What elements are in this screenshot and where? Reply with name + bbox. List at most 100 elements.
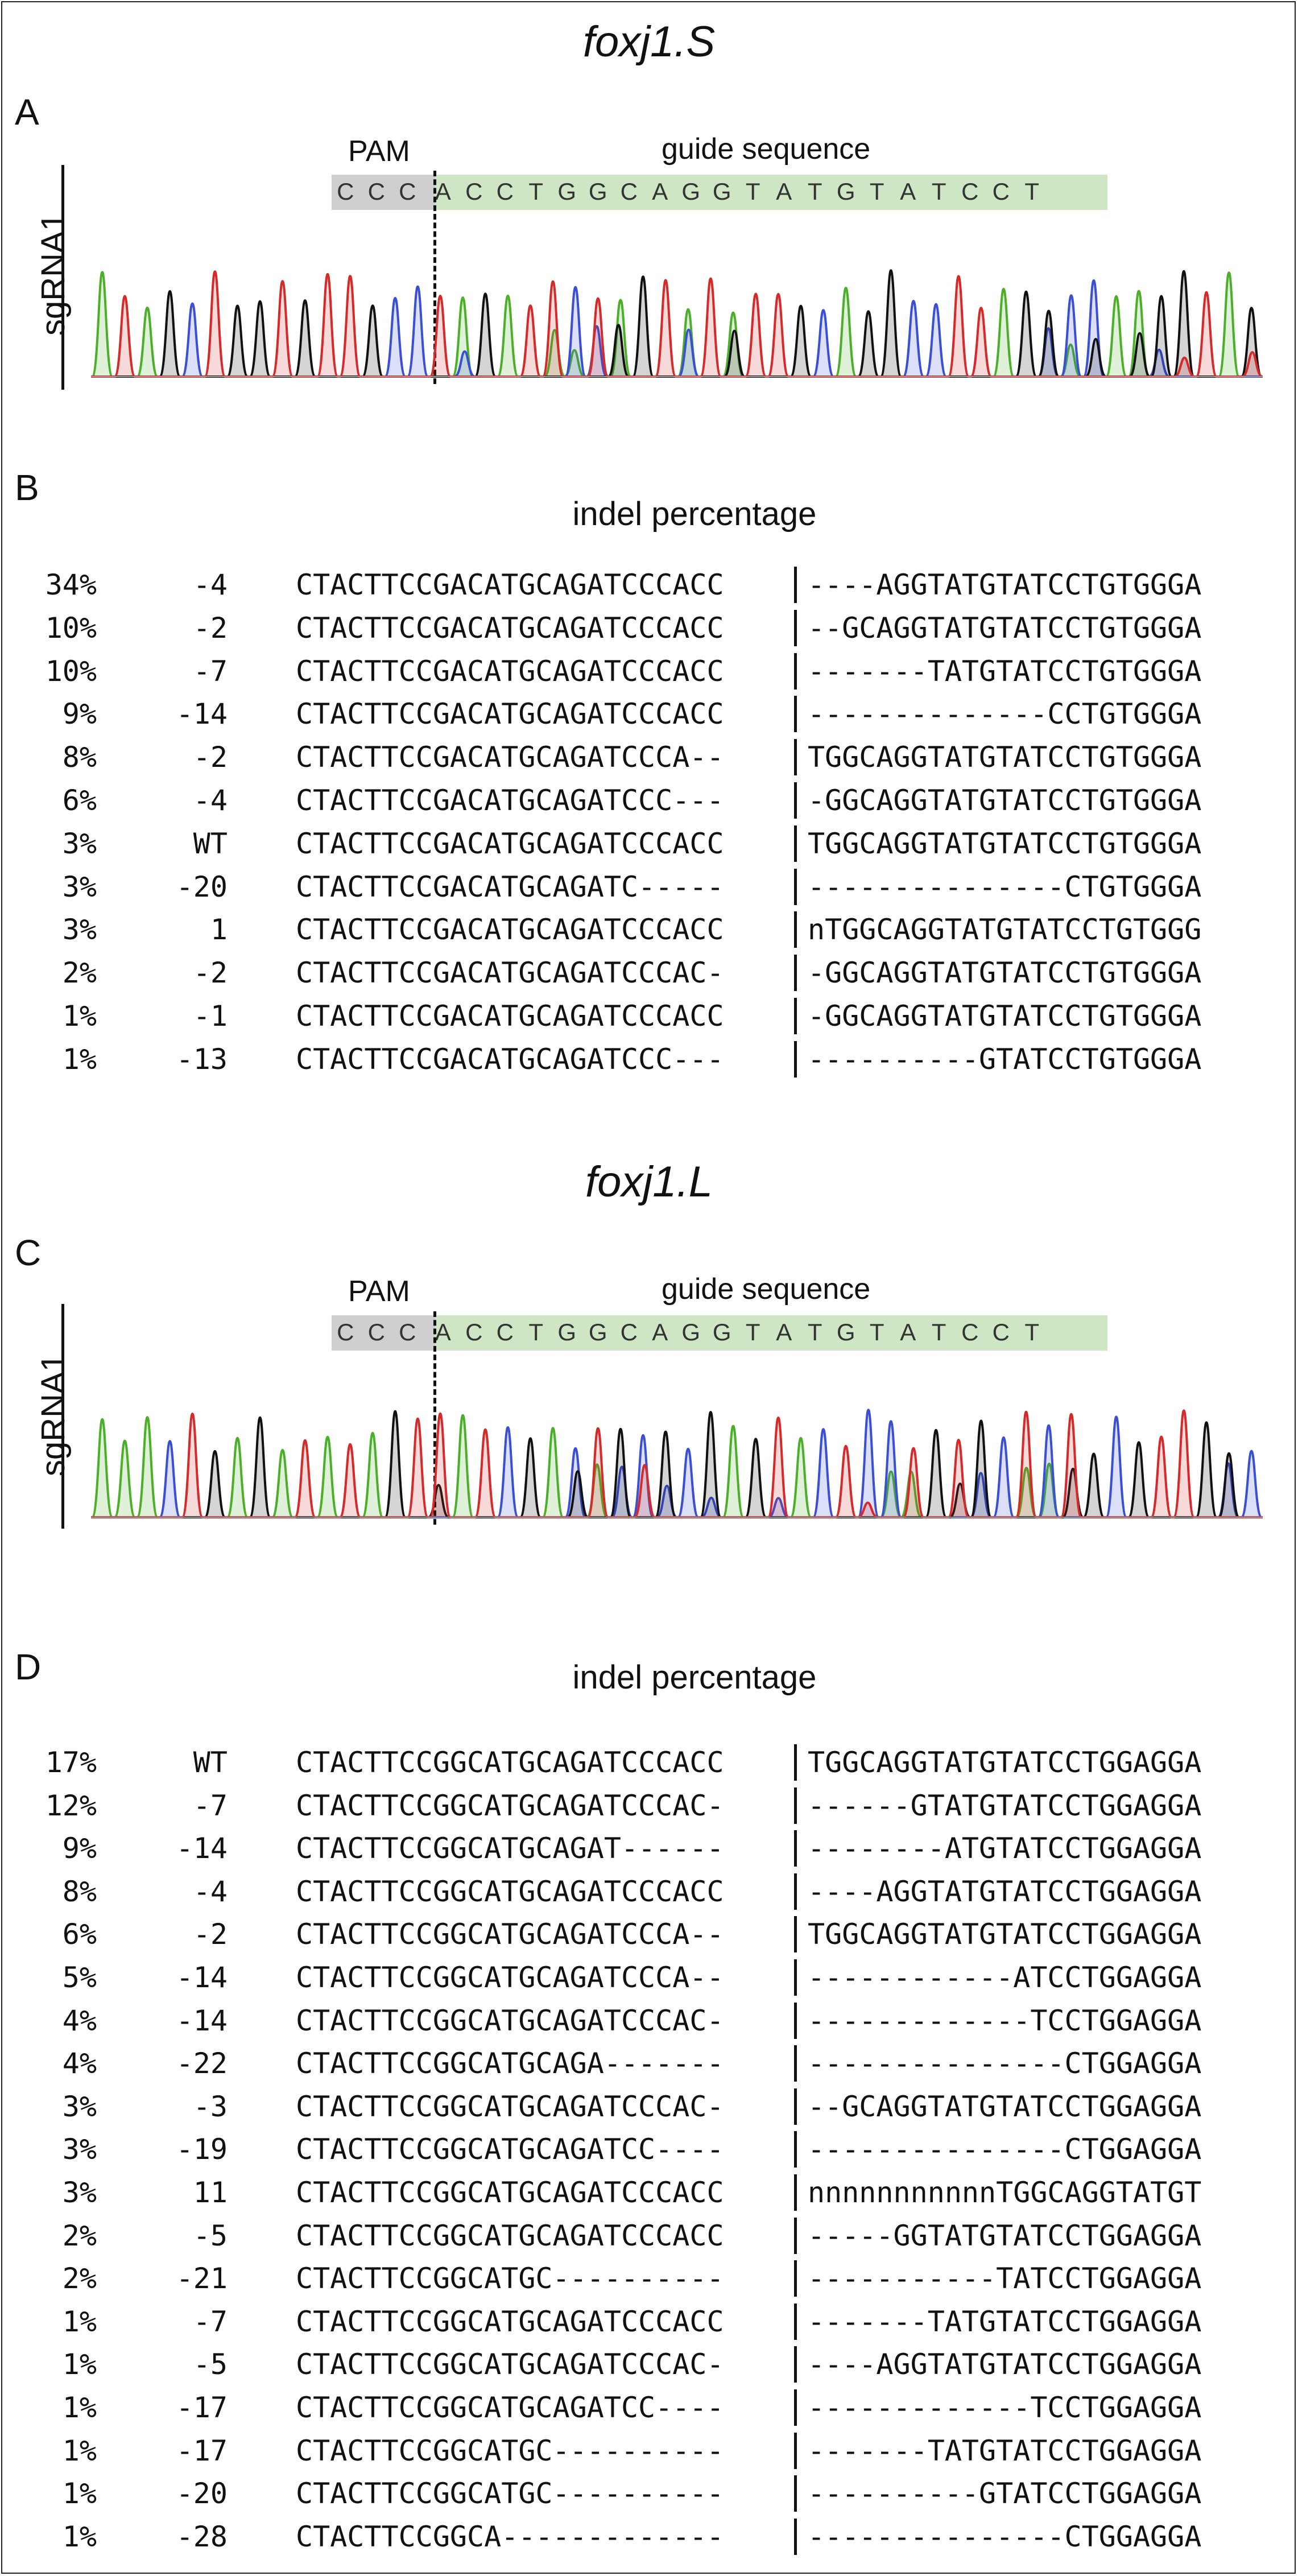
panel-letter-b: B bbox=[15, 467, 39, 508]
sequence-left: CTACTTCCGACATGCAGATCCCACC bbox=[296, 697, 724, 731]
guide-base: T bbox=[528, 1319, 544, 1345]
indel-percent: 3% bbox=[62, 913, 97, 947]
cut-site-bar bbox=[794, 2217, 797, 2254]
sequence-right: -GGCAGGTATGTATCCTGTGGGA bbox=[808, 956, 1202, 990]
sequence-right: ---------------CTGGAGGA bbox=[808, 2520, 1202, 2553]
indel-percent: 1% bbox=[62, 1042, 97, 1076]
guide-base: C bbox=[465, 178, 483, 205]
indel-row: 1% -17 CTACTTCCGGCATGC---------- -------TAT… bbox=[0, 2429, 1298, 2472]
cut-site-bar bbox=[794, 1873, 797, 1910]
guide-base: A bbox=[776, 178, 792, 205]
cut-site-bar bbox=[794, 2303, 797, 2340]
guide-base: T bbox=[1024, 1319, 1040, 1345]
indel-size: -14 bbox=[176, 697, 228, 731]
indel-percent: 1% bbox=[62, 2477, 97, 2511]
trace-T bbox=[91, 1409, 1263, 1518]
indel-row: 3% 1 CTACTTCCGACATGCAGATCCCACC nTGGCAGGTATG… bbox=[0, 908, 1298, 951]
indel-size: -4 bbox=[193, 568, 228, 601]
indel-percent: 8% bbox=[62, 741, 97, 774]
indel-row: 5% -14 CTACTTCCGGCATGCAGATCCCA-- ----------… bbox=[0, 1956, 1298, 1999]
sequence-left: CTACTTCCGACATGCAGATCCCACC bbox=[296, 568, 724, 601]
guide-base: T bbox=[869, 1319, 884, 1345]
guide-base: G bbox=[588, 1319, 607, 1345]
sequence-right: ----------GTATCCTGTGGGA bbox=[808, 1042, 1202, 1076]
sequence-left: CTACTTCCGGCATGCAGAT------ bbox=[296, 1832, 724, 1865]
cut-site-bar bbox=[794, 2389, 797, 2426]
indel-row: 8% -2 CTACTTCCGACATGCAGATCCCA-- TGGCAGGTATG… bbox=[0, 736, 1298, 779]
indel-row: 2% -5 CTACTTCCGGCATGCAGATCCCACC -----GGTATG… bbox=[0, 2214, 1298, 2257]
indel-percent: 4% bbox=[62, 2004, 97, 2037]
sequence-left: CTACTTCCGGCATGC---------- bbox=[296, 2262, 724, 2296]
indel-size: -17 bbox=[176, 2391, 228, 2424]
sequence-right: -GGCAGGTATGTATCCTGTGGGA bbox=[808, 1000, 1202, 1033]
cut-site-bar bbox=[794, 868, 797, 905]
guide-base: T bbox=[869, 178, 884, 205]
cut-site-bar bbox=[794, 609, 797, 646]
indel-size: -21 bbox=[176, 2262, 228, 2296]
pam-highlight-l bbox=[332, 1315, 435, 1351]
sequence-right: ---------------CTGGAGGA bbox=[808, 2133, 1202, 2166]
indel-size: -14 bbox=[176, 1961, 228, 1994]
pam-base: C bbox=[367, 1319, 385, 1345]
sequence-right: nTGGCAGGTATGTATCCTGTGGG bbox=[808, 913, 1202, 947]
indel-percent: 6% bbox=[62, 784, 97, 817]
guide-highlight-l bbox=[435, 1315, 1107, 1351]
cut-site-bar bbox=[794, 2088, 797, 2125]
indel-row: 6% -4 CTACTTCCGACATGCAGATCCC--- -GGCAGGTATG… bbox=[0, 779, 1298, 822]
indel-row: 4% -22 CTACTTCCGGCATGCAGA------- ----------… bbox=[0, 2042, 1298, 2085]
indel-percent: 4% bbox=[62, 2047, 97, 2080]
cut-site-bar bbox=[794, 2346, 797, 2383]
indel-row: 3% WT CTACTTCCGACATGCAGATCCCACC TGGCAGGTATG… bbox=[0, 822, 1298, 865]
sequence-right: -------TATGTATCCTGGAGGA bbox=[808, 2305, 1202, 2338]
sequence-left: CTACTTCCGACATGCAGATCCCACC bbox=[296, 654, 724, 688]
sequence-left: CTACTTCCGACATGCAGATCCCACC bbox=[296, 827, 724, 860]
indel-size: -2 bbox=[193, 1918, 228, 1951]
gene-title-l: foxj1.L bbox=[585, 1158, 713, 1206]
sequence-right: -------TATGTATCCTGTGGGA bbox=[808, 654, 1202, 688]
sequence-left: CTACTTCCGGCATGCAGATCCCACC bbox=[296, 1746, 724, 1779]
sequence-right: -----------TATCCTGGAGGA bbox=[808, 2262, 1202, 2296]
cut-site-bar bbox=[794, 1959, 797, 1996]
sequence-right: ----------GTATCCTGGAGGA bbox=[808, 2477, 1202, 2511]
indel-percent: 6% bbox=[62, 1918, 97, 1951]
indel-size: -7 bbox=[193, 654, 228, 688]
guide-base: G bbox=[681, 178, 701, 205]
cut-site-bar bbox=[794, 911, 797, 948]
sequence-left: CTACTTCCGGCATGCAGATCCCACC bbox=[296, 2219, 724, 2252]
sequence-left: CTACTTCCGGCATGCAGATCCCAC- bbox=[296, 1789, 724, 1822]
indel-row: 1% -20 CTACTTCCGGCATGC---------- ----------… bbox=[0, 2472, 1298, 2515]
sequence-right: ---------------CTGTGGGA bbox=[808, 870, 1202, 903]
sequence-right: -GGCAGGTATGTATCCTGTGGGA bbox=[808, 784, 1202, 817]
guide-base: T bbox=[931, 1319, 946, 1345]
sequence-right: ----AGGTATGTATCCTGGAGGA bbox=[808, 2348, 1202, 2381]
sequence-left: CTACTTCCGGCATGCAGATCCCAC- bbox=[296, 2004, 724, 2037]
sequence-right: nnnnnnnnnnnTGGCAGGTATGT bbox=[808, 2176, 1202, 2209]
guide-base: T bbox=[931, 178, 946, 205]
indel-size: -2 bbox=[193, 611, 228, 645]
guide-base: C bbox=[620, 1319, 638, 1345]
indel-percent: 1% bbox=[62, 1000, 97, 1033]
guide-base: T bbox=[807, 178, 822, 205]
indel-percent: 3% bbox=[62, 870, 97, 903]
indel-size: -13 bbox=[176, 1042, 228, 1076]
guide-base: G bbox=[836, 178, 855, 205]
indel-percent: 3% bbox=[62, 2176, 97, 2209]
sgrna-label-s: sgRNA1 bbox=[35, 213, 72, 336]
sequence-left: CTACTTCCGACATGCAGATCCC--- bbox=[296, 1042, 724, 1076]
trace-G bbox=[91, 1410, 1263, 1518]
indel-percent: 8% bbox=[62, 1875, 97, 1908]
indel-percent: 9% bbox=[62, 1832, 97, 1865]
sequence-left: CTACTTCCGGCATGCAGATCCCACC bbox=[296, 2176, 724, 2209]
sequence-left: CTACTTCCGGCATGCAGATCC---- bbox=[296, 2391, 724, 2424]
guide-base: G bbox=[681, 1319, 701, 1345]
sequence-left: CTACTTCCGGCATGCAGATCCCA-- bbox=[296, 1918, 724, 1951]
guide-base: A bbox=[900, 1319, 916, 1345]
cut-site-bar bbox=[794, 1041, 797, 1078]
pam-base: C bbox=[367, 178, 385, 205]
trace-T bbox=[91, 270, 1263, 378]
sequence-left: CTACTTCCGGCA------------- bbox=[296, 2520, 724, 2553]
sequence-right: ------------ATCCTGGAGGA bbox=[808, 1961, 1202, 1994]
cut-site-bar bbox=[794, 2131, 797, 2168]
